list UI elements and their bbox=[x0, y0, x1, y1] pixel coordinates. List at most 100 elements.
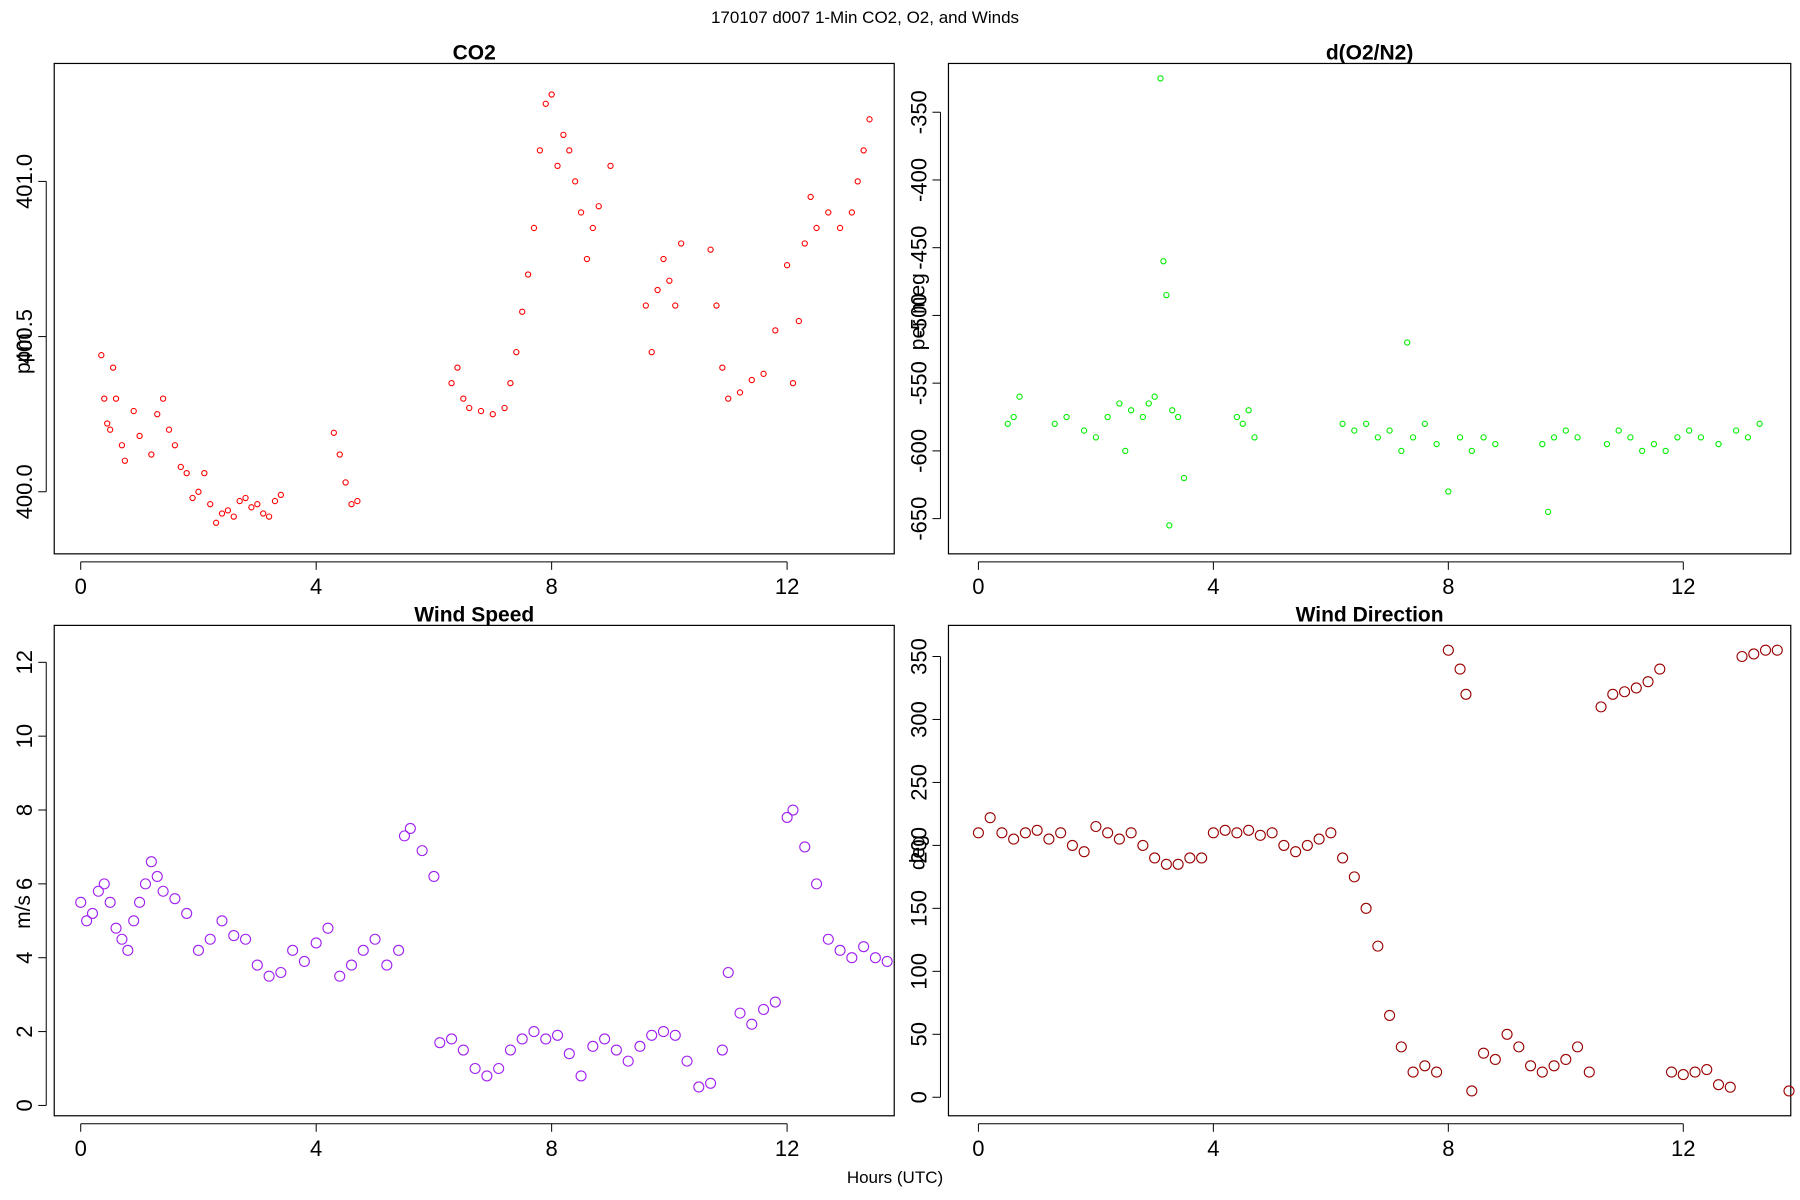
point bbox=[1127, 407, 1135, 414]
y-tick-label: -350 bbox=[906, 90, 931, 134]
point bbox=[660, 255, 667, 263]
point bbox=[1489, 1053, 1501, 1066]
point bbox=[707, 246, 714, 253]
point bbox=[1102, 827, 1114, 839]
point bbox=[1043, 833, 1055, 845]
point bbox=[381, 959, 393, 971]
point bbox=[783, 262, 791, 269]
point bbox=[1501, 1028, 1513, 1040]
point bbox=[1571, 1041, 1584, 1053]
point bbox=[1445, 488, 1452, 495]
x-tick-label: 12 bbox=[1671, 1136, 1695, 1161]
point bbox=[86, 907, 99, 919]
point bbox=[1251, 434, 1258, 441]
point bbox=[1137, 839, 1149, 851]
y-tick-label: 100 bbox=[906, 953, 931, 990]
x-tick-label: 0 bbox=[75, 574, 87, 599]
point bbox=[554, 162, 561, 170]
y-tick-label: -450 bbox=[906, 226, 931, 270]
point bbox=[159, 395, 167, 402]
point bbox=[98, 352, 105, 359]
point bbox=[1748, 648, 1760, 660]
point bbox=[1536, 1066, 1548, 1078]
point bbox=[1301, 839, 1313, 851]
point bbox=[248, 504, 255, 511]
point bbox=[457, 1044, 469, 1056]
point bbox=[481, 1070, 493, 1082]
figure-title: 170107 d007 1-Min CO2, O2, and Winds bbox=[711, 8, 1019, 27]
point bbox=[972, 827, 984, 839]
point bbox=[1092, 434, 1100, 441]
point bbox=[595, 203, 602, 210]
point bbox=[139, 878, 152, 890]
point bbox=[310, 937, 322, 949]
point bbox=[536, 147, 544, 154]
point bbox=[860, 147, 867, 154]
point bbox=[1595, 701, 1607, 713]
x-tick-label: 0 bbox=[972, 574, 984, 599]
y-tick-label: -600 bbox=[906, 429, 931, 473]
point bbox=[1078, 846, 1090, 858]
point bbox=[587, 1040, 599, 1052]
point bbox=[165, 426, 173, 433]
point bbox=[599, 1033, 611, 1045]
point bbox=[1627, 434, 1634, 441]
point bbox=[1560, 1053, 1572, 1066]
point bbox=[195, 488, 202, 495]
point bbox=[996, 827, 1008, 839]
point bbox=[104, 896, 116, 908]
point bbox=[192, 944, 204, 956]
point bbox=[298, 955, 310, 967]
point bbox=[1207, 827, 1219, 839]
point bbox=[1031, 824, 1043, 836]
point bbox=[1160, 858, 1172, 870]
point bbox=[504, 1044, 516, 1056]
point bbox=[1157, 75, 1164, 82]
point bbox=[813, 224, 820, 232]
point bbox=[530, 224, 538, 232]
point bbox=[1266, 827, 1278, 839]
point bbox=[734, 1007, 746, 1019]
y-tick-label: -400 bbox=[906, 158, 931, 202]
point bbox=[1480, 434, 1487, 441]
point bbox=[589, 224, 596, 232]
point bbox=[577, 209, 585, 216]
plot-frame bbox=[947, 62, 1792, 555]
point bbox=[524, 271, 532, 278]
point bbox=[984, 812, 996, 824]
point bbox=[846, 952, 858, 964]
point bbox=[1180, 474, 1188, 482]
point bbox=[769, 996, 781, 1008]
point bbox=[1374, 434, 1381, 441]
point bbox=[1149, 852, 1161, 864]
point bbox=[795, 317, 803, 325]
point bbox=[1654, 663, 1666, 675]
point bbox=[657, 1026, 670, 1038]
point bbox=[348, 501, 355, 508]
point bbox=[277, 491, 285, 499]
point bbox=[1008, 833, 1020, 845]
panel-title: d(O2/N2) bbox=[1326, 41, 1414, 64]
point bbox=[169, 893, 181, 905]
point bbox=[136, 432, 143, 440]
point bbox=[446, 1033, 458, 1045]
point bbox=[713, 302, 720, 309]
point bbox=[1104, 413, 1111, 421]
x-tick-label: 8 bbox=[1442, 1136, 1454, 1161]
y-axis-label: m/s bbox=[12, 895, 35, 929]
point bbox=[519, 308, 526, 315]
point bbox=[254, 501, 261, 508]
point bbox=[572, 178, 579, 185]
point bbox=[801, 240, 808, 247]
point bbox=[75, 896, 87, 908]
point bbox=[1245, 407, 1252, 414]
point bbox=[92, 885, 104, 897]
y-axis-label: per meg bbox=[906, 273, 929, 350]
y-tick-label: -500 bbox=[906, 293, 931, 337]
x-tick-label: 0 bbox=[75, 1136, 87, 1161]
point bbox=[398, 830, 411, 842]
point bbox=[1116, 400, 1123, 407]
point bbox=[251, 959, 263, 971]
point bbox=[148, 451, 155, 458]
point bbox=[1433, 440, 1440, 448]
